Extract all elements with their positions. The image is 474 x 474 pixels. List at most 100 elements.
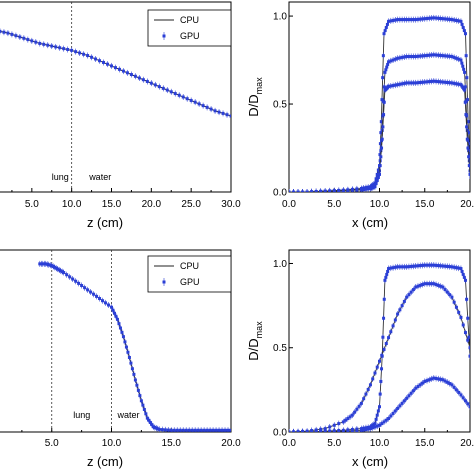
data-point	[393, 265, 397, 269]
data-point	[107, 303, 111, 307]
data-point	[193, 428, 197, 432]
data-point	[414, 285, 418, 289]
data-point	[381, 76, 385, 80]
data-point	[418, 283, 422, 287]
x-tick-label: 20.0	[460, 199, 474, 210]
data-point	[467, 155, 470, 159]
data-point	[150, 423, 154, 427]
data-point	[157, 427, 161, 431]
data-point	[443, 17, 447, 21]
data-point	[355, 188, 359, 192]
data-point	[117, 67, 121, 71]
data-point	[457, 82, 461, 86]
data-point	[441, 17, 445, 21]
data-point	[393, 83, 397, 87]
data-point	[467, 131, 470, 135]
data-point	[98, 297, 102, 301]
data-point	[197, 102, 201, 106]
x-tick-label: 30.0	[221, 199, 241, 210]
data-point	[102, 60, 106, 64]
data-point	[439, 16, 443, 20]
data-point	[205, 428, 209, 432]
data-point	[396, 265, 400, 269]
data-point	[441, 80, 445, 84]
data-point	[289, 430, 291, 432]
data-point	[381, 54, 385, 58]
data-point	[332, 423, 336, 427]
data-point	[332, 429, 336, 432]
data-point	[466, 146, 470, 150]
data-point	[434, 53, 438, 57]
series-gpu	[0, 28, 231, 118]
legend-label-gpu: GPU	[180, 31, 200, 41]
data-point	[202, 428, 206, 432]
data-point	[141, 78, 145, 82]
data-point	[382, 347, 386, 351]
data-point	[78, 51, 82, 55]
data-point	[452, 265, 456, 269]
data-point	[83, 286, 87, 290]
data-point	[416, 54, 420, 58]
data-point	[454, 305, 458, 309]
data-point	[398, 18, 402, 22]
data-point	[400, 401, 404, 405]
data-point	[457, 390, 461, 394]
data-point	[420, 80, 424, 84]
data-point	[436, 377, 440, 381]
data-point	[346, 429, 350, 432]
data-point	[448, 54, 452, 58]
data-point	[379, 149, 383, 153]
data-point	[407, 394, 411, 398]
data-point	[379, 120, 383, 124]
data-point	[441, 264, 445, 268]
data-point	[441, 378, 445, 382]
data-point	[420, 263, 424, 267]
data-point	[469, 175, 470, 179]
data-point	[375, 413, 379, 417]
data-point	[471, 369, 474, 372]
data-point	[387, 417, 391, 421]
data-point	[471, 176, 474, 179]
data-point	[220, 428, 224, 432]
x-tick-label: 15.0	[415, 199, 435, 210]
data-point	[142, 407, 146, 411]
data-point	[398, 56, 402, 60]
data-point	[355, 429, 359, 432]
chart-bottom-right: 0.0 5.0 10.0 15.0 20.0 0.0 0.5 1.0 x (cm) D/Dmax	[246, 249, 474, 469]
x-tick-label: 5.0	[327, 199, 341, 210]
data-point	[383, 278, 387, 282]
data-point	[393, 318, 397, 322]
data-point	[459, 267, 463, 271]
data-point	[436, 16, 440, 20]
data-point	[157, 85, 161, 89]
data-point	[443, 288, 447, 292]
data-point	[374, 417, 378, 421]
data-point	[411, 288, 415, 292]
data-point	[378, 142, 382, 146]
data-point	[423, 263, 427, 267]
data-point	[98, 59, 102, 63]
data-point	[468, 169, 470, 173]
data-point	[452, 81, 456, 85]
data-point	[457, 266, 461, 270]
data-point	[323, 427, 327, 431]
data-point	[135, 383, 139, 387]
data-point	[468, 354, 470, 358]
data-point	[382, 100, 386, 104]
data-point	[314, 190, 318, 192]
data-point	[414, 55, 418, 59]
x-tick-label: 20.0	[221, 438, 241, 449]
data-point	[328, 425, 332, 429]
data-point	[92, 292, 96, 296]
data-point	[368, 383, 372, 387]
data-point	[454, 56, 458, 60]
data-point	[454, 18, 458, 22]
series-2	[289, 375, 470, 432]
data-point	[385, 272, 389, 276]
data-point	[432, 263, 436, 267]
data-point	[2, 30, 6, 34]
data-point	[382, 316, 386, 320]
data-point	[165, 88, 169, 92]
data-point	[376, 175, 380, 179]
data-point	[375, 179, 379, 183]
